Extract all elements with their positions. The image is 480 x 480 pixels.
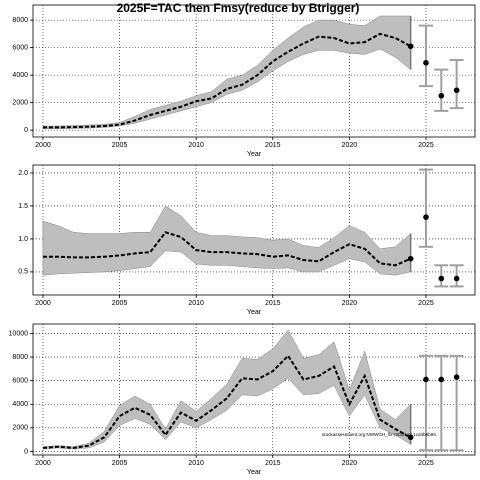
estimate-line xyxy=(42,354,412,449)
y-tick-label: 2.0 xyxy=(18,170,28,177)
proj-point xyxy=(423,376,429,383)
plot-frame xyxy=(32,164,476,296)
y-tick-label: 1.5 xyxy=(18,203,28,210)
y-tick-label: 0 xyxy=(24,127,28,134)
x-axis-label: Year xyxy=(247,151,262,158)
x-tick-label: 2010 xyxy=(188,300,204,307)
x-tick-label: 2015 xyxy=(265,300,281,307)
proj-point xyxy=(423,214,429,220)
last-point xyxy=(407,43,414,50)
x-tick-label: 2005 xyxy=(112,460,128,467)
x-axis-label: Year xyxy=(247,309,262,316)
estimate-line xyxy=(42,32,412,129)
x-tick-label: 2020 xyxy=(342,460,358,467)
estimate-line xyxy=(42,231,412,267)
x-tick-label: 2000 xyxy=(35,142,51,149)
x-tick-label: 2025 xyxy=(418,142,434,149)
y-tick-label: 2000 xyxy=(12,99,28,106)
x-tick-label: 2025 xyxy=(418,460,434,467)
proj-point xyxy=(438,376,445,383)
x-tick-label: 2005 xyxy=(112,142,128,149)
plot-frame xyxy=(32,4,476,138)
last-point xyxy=(407,255,414,262)
y-tick-label: 2000 xyxy=(12,425,28,432)
x-tick-label: 2000 xyxy=(35,460,51,467)
proj-point xyxy=(438,275,445,282)
x-tick-label: 2005 xyxy=(112,300,128,307)
y-tick-label: 0.5 xyxy=(18,269,28,276)
last-point xyxy=(407,434,414,441)
y-tick-label: 6000 xyxy=(12,44,28,51)
x-tick-label: 2010 xyxy=(188,142,204,149)
x-axis-label: Year xyxy=(247,469,262,476)
x-tick-label: 2010 xyxy=(188,460,204,467)
x-tick-label: 2015 xyxy=(265,460,281,467)
y-tick-label: 10000 xyxy=(9,330,29,337)
proj-point xyxy=(453,374,460,380)
proj-point xyxy=(438,92,445,99)
confidence-band xyxy=(42,329,411,450)
x-tick-label: 2000 xyxy=(35,300,51,307)
y-tick-label: 4000 xyxy=(12,401,28,408)
confidence-band xyxy=(42,15,411,129)
x-tick-label: 2015 xyxy=(265,142,281,149)
y-tick-label: 1.0 xyxy=(18,236,28,243)
y-tick-label: 4000 xyxy=(12,72,28,79)
y-tick-label: 8000 xyxy=(12,354,28,361)
chart-title: 2025F=TAC then Fmsy(reduce by Btrigger) xyxy=(117,1,360,15)
y-tick-label: 6000 xyxy=(12,377,28,384)
confidence-band xyxy=(42,205,411,276)
proj-point xyxy=(423,59,429,66)
x-tick-label: 2020 xyxy=(342,300,358,307)
x-tick-label: 2025 xyxy=(418,300,434,307)
y-tick-label: 8000 xyxy=(12,17,28,24)
proj-point xyxy=(453,87,460,94)
plot-frame xyxy=(32,323,476,456)
x-tick-label: 2020 xyxy=(342,142,358,149)
y-tick-label: 0 xyxy=(24,448,28,455)
annotation: stockassessment.org NWWGH_flx-r2020_pl 1… xyxy=(322,432,436,437)
proj-point xyxy=(453,275,460,282)
